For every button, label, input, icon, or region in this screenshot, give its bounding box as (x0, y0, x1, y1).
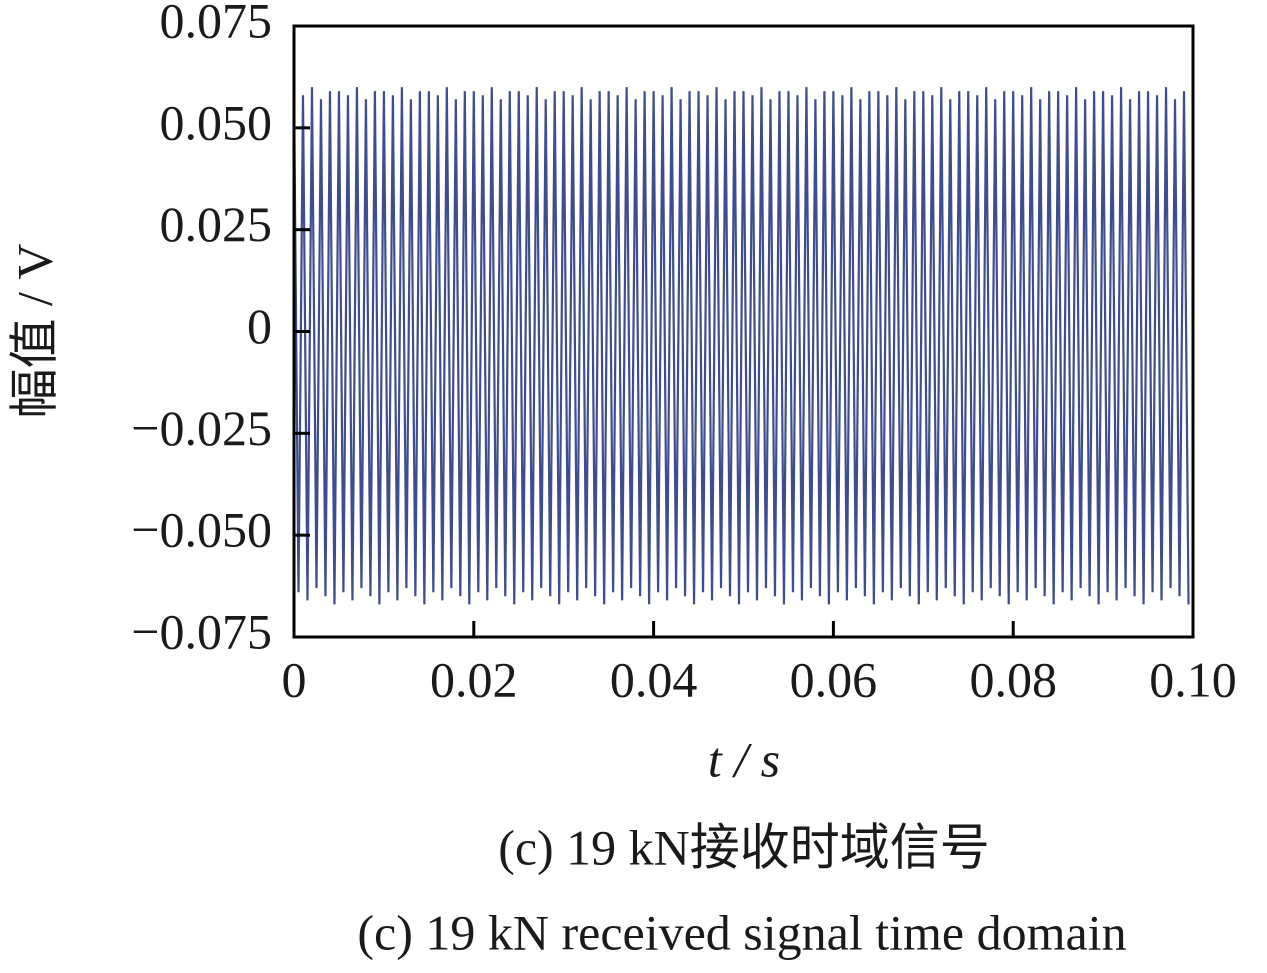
y-tick-label: 0.075 (160, 0, 273, 48)
signal-line (292, 87, 1190, 605)
y-tick-label: 0 (247, 298, 272, 354)
x-axis-label: t / s (708, 731, 780, 787)
y-tick-label: 0.050 (160, 94, 273, 150)
y-tick-label: −0.025 (131, 400, 272, 456)
x-tick-label: 0 (282, 651, 307, 707)
x-tick-label: 0.04 (610, 651, 698, 707)
x-tick-label: 0.02 (430, 651, 518, 707)
y-tick-label: −0.075 (131, 603, 272, 659)
caption-en: (c) 19 kN received signal time domain (357, 904, 1126, 960)
caption-cn: (c) 19 kN接收时域信号 (498, 819, 990, 875)
x-tick-label: 0.08 (969, 651, 1057, 707)
y-tick-label: 0.025 (160, 196, 273, 252)
y-tick-label: −0.050 (131, 502, 272, 558)
y-axis-label: 幅值 / V (6, 244, 62, 419)
x-tick-label: 0.10 (1149, 651, 1237, 707)
x-tick-label: 0.06 (790, 651, 878, 707)
plot-frame (292, 24, 1195, 639)
